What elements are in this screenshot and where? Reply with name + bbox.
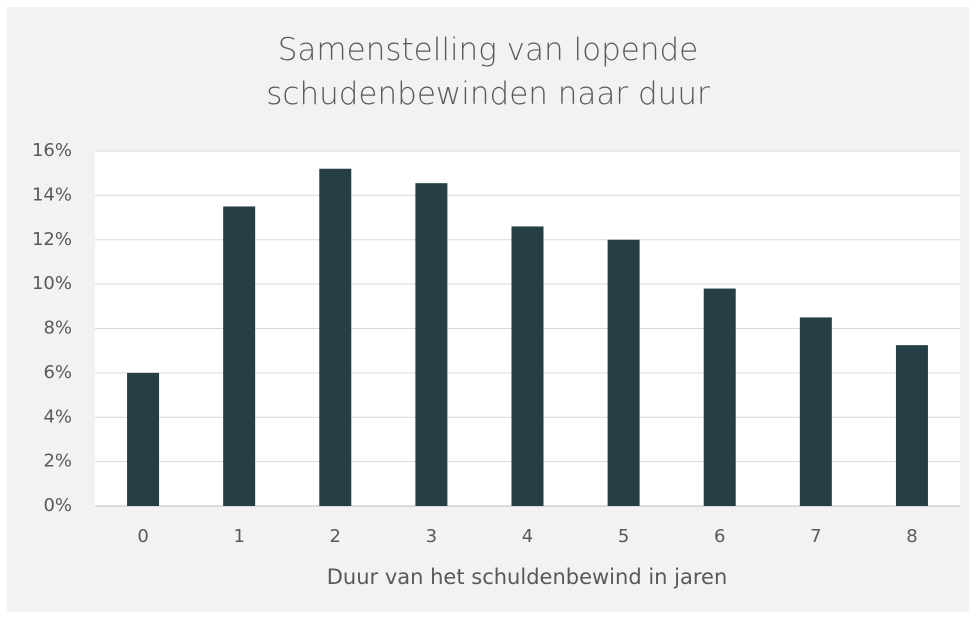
y-tick-label: 4% bbox=[43, 406, 72, 427]
x-tick-label: 1 bbox=[233, 526, 244, 547]
bar bbox=[799, 317, 832, 506]
bar bbox=[127, 372, 160, 506]
y-tick-label: 10% bbox=[32, 273, 72, 294]
x-tick-label: 4 bbox=[522, 526, 533, 547]
y-tick-label: 6% bbox=[43, 362, 72, 383]
chart-title: Samenstelling van lopende schudenbewinde… bbox=[266, 32, 710, 112]
bar bbox=[895, 345, 928, 506]
x-axis-title: Duur van het schuldenbewind in jaren bbox=[327, 565, 728, 589]
bar bbox=[319, 168, 352, 506]
y-tick-label: 14% bbox=[32, 184, 72, 205]
x-tick-label: 7 bbox=[810, 526, 821, 547]
bar bbox=[511, 226, 544, 506]
y-tick-label: 12% bbox=[32, 229, 72, 250]
x-tick-label: 8 bbox=[906, 526, 917, 547]
x-tick-label: 0 bbox=[137, 526, 148, 547]
bar bbox=[703, 288, 736, 506]
x-tick-label: 2 bbox=[330, 526, 341, 547]
y-tick-label: 8% bbox=[43, 318, 72, 339]
x-tick-label: 3 bbox=[426, 526, 437, 547]
y-tick-label: 0% bbox=[43, 495, 72, 516]
bar bbox=[415, 183, 448, 506]
y-tick-label: 2% bbox=[43, 451, 72, 472]
x-tick-label: 6 bbox=[714, 526, 725, 547]
x-tick-label: 5 bbox=[618, 526, 629, 547]
y-tick-label: 16% bbox=[32, 140, 72, 161]
bar bbox=[223, 206, 256, 506]
bar bbox=[607, 239, 640, 506]
